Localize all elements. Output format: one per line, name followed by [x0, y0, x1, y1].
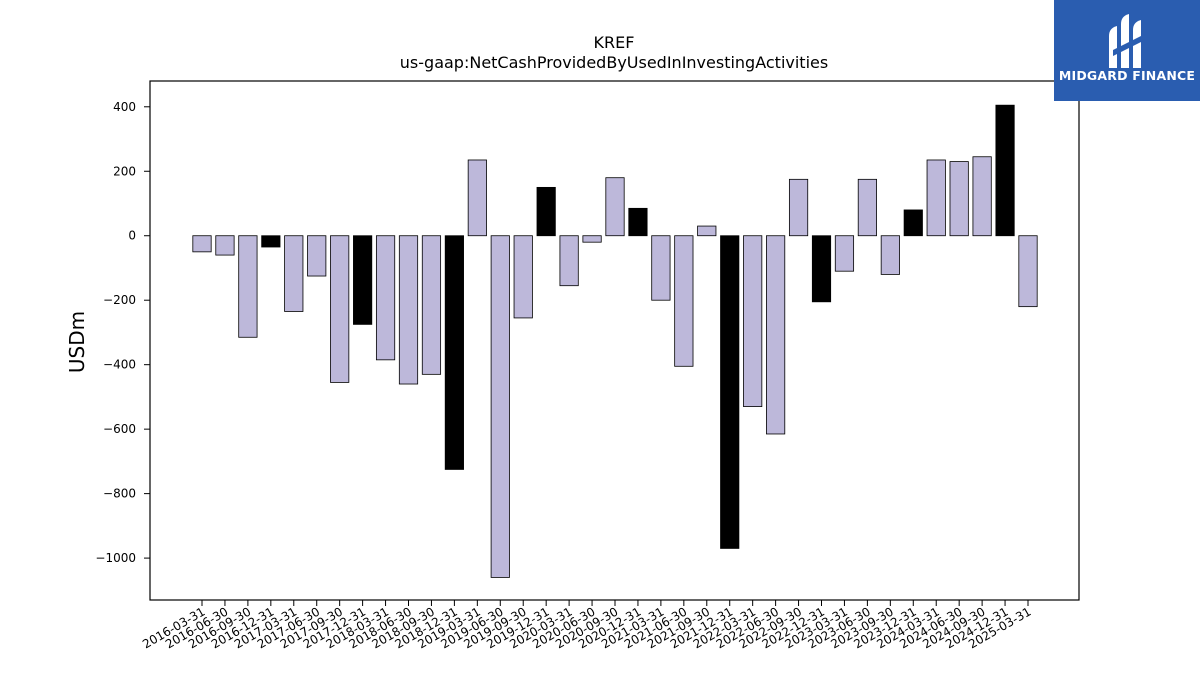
- bar-2016-03-31: [192, 235, 212, 253]
- bar-2024-12-31: [995, 104, 1015, 237]
- bar-2020-06-30: [582, 235, 602, 243]
- bar-2022-03-31: [743, 235, 763, 407]
- y-axis-label: USDm: [65, 311, 89, 373]
- y-axis-ticks: 400 200 0 −200 −400 −600 −800 −1000: [95, 100, 150, 565]
- bar-2018-06-30: [398, 235, 419, 385]
- bar-2016-06-30: [215, 235, 235, 256]
- bar-2022-12-31: [811, 235, 832, 303]
- bar-2023-06-30: [857, 178, 877, 237]
- bar-2024-09-30: [972, 156, 992, 237]
- y-tick-label: −600: [103, 422, 136, 436]
- bar-2018-12-31: [444, 235, 464, 470]
- bar-2017-12-31: [353, 235, 373, 325]
- bar-2021-09-30: [697, 225, 717, 237]
- bar-2020-12-31: [628, 207, 648, 237]
- x-axis-ticks: 2016-03-312016-06-302016-09-302016-12-31…: [140, 600, 1034, 651]
- midgard-logo-icon: [1109, 14, 1145, 68]
- brand-logo: MIDGARD FINANCE: [1054, 0, 1200, 101]
- bar-2023-12-31: [903, 209, 923, 237]
- bar-2016-09-30: [238, 235, 258, 338]
- bar-2022-09-30: [788, 178, 809, 237]
- bar-2019-06-30: [490, 235, 510, 578]
- bar-2024-03-31: [926, 159, 946, 237]
- bar-2019-12-31: [536, 186, 556, 237]
- y-tick-label: −200: [103, 293, 136, 307]
- y-tick-label: 0: [128, 229, 136, 243]
- bar-2016-12-31: [261, 235, 281, 248]
- y-tick-label: −400: [103, 358, 136, 372]
- y-tick-label: −1000: [95, 551, 136, 565]
- bar-2024-06-30: [949, 161, 969, 237]
- bar-2021-03-31: [651, 235, 671, 301]
- chart-subtitle: us-gaap:NetCashProvidedByUsedInInvesting…: [400, 53, 828, 72]
- y-tick-label: 400: [113, 100, 136, 114]
- bar-2020-03-31: [559, 235, 579, 287]
- bar-2021-06-30: [674, 235, 694, 367]
- bar-series: [192, 104, 1038, 578]
- bar-2019-03-31: [467, 159, 487, 237]
- bar-2017-03-31: [284, 235, 304, 312]
- brand-name: MIDGARD FINANCE: [1058, 68, 1196, 83]
- bar-2018-09-30: [421, 235, 442, 375]
- y-tick-label: 200: [113, 164, 136, 178]
- bar-2017-06-30: [307, 235, 327, 277]
- bar-2023-09-30: [880, 235, 900, 275]
- bar-2025-03-31: [1018, 235, 1038, 308]
- bar-2022-06-30: [766, 235, 786, 435]
- chart-title: KREF: [594, 33, 635, 52]
- bar-2023-03-31: [834, 235, 855, 272]
- bar-2018-03-31: [375, 235, 396, 361]
- plot-frame: [149, 80, 1080, 601]
- bar-2021-12-31: [720, 235, 740, 549]
- bar-2019-09-30: [513, 235, 533, 319]
- bar-2017-09-30: [330, 235, 350, 383]
- y-tick-label: −800: [103, 487, 136, 501]
- bar-2020-09-30: [605, 177, 625, 237]
